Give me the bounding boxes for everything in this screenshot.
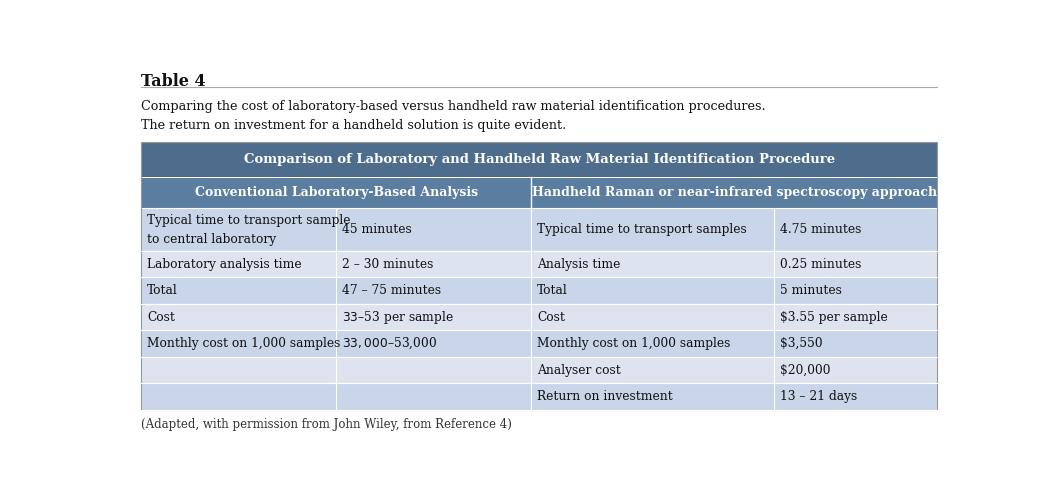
Text: (Adapted, with permission from John Wiley, from Reference 4): (Adapted, with permission from John Wile…: [141, 418, 512, 431]
Bar: [141, 208, 937, 251]
Text: Comparison of Laboratory and Handheld Raw Material Identification Procedure: Comparison of Laboratory and Handheld Ra…: [244, 153, 834, 166]
Bar: [141, 251, 937, 277]
Text: Monthly cost on 1,000 samples: Monthly cost on 1,000 samples: [147, 337, 341, 350]
Text: $3.55 per sample: $3.55 per sample: [780, 311, 887, 324]
Text: 5 minutes: 5 minutes: [780, 284, 842, 297]
Text: Total: Total: [147, 284, 178, 297]
Text: The return on investment for a handheld solution is quite evident.: The return on investment for a handheld …: [141, 119, 567, 132]
Bar: [531, 176, 937, 208]
Text: Laboratory analysis time: Laboratory analysis time: [147, 258, 302, 271]
Text: Monthly cost on 1,000 samples: Monthly cost on 1,000 samples: [537, 337, 730, 350]
Text: $33,000 – $53,000: $33,000 – $53,000: [342, 336, 438, 351]
Text: $3,550: $3,550: [780, 337, 823, 350]
Bar: [141, 304, 937, 331]
Text: Typical time to transport sample: Typical time to transport sample: [147, 214, 350, 227]
Text: 4.75 minutes: 4.75 minutes: [780, 223, 861, 236]
Text: 47 – 75 minutes: 47 – 75 minutes: [342, 284, 441, 297]
Bar: [141, 142, 937, 176]
Text: Comparing the cost of laboratory-based versus handheld raw material identificati: Comparing the cost of laboratory-based v…: [141, 100, 766, 113]
Bar: [141, 357, 937, 383]
Bar: [141, 383, 937, 410]
Text: Table 4: Table 4: [141, 73, 206, 90]
Text: 13 – 21 days: 13 – 21 days: [780, 390, 856, 403]
Text: 2 – 30 minutes: 2 – 30 minutes: [342, 258, 433, 271]
Text: Return on investment: Return on investment: [537, 390, 672, 403]
Text: Conventional Laboratory-Based Analysis: Conventional Laboratory-Based Analysis: [195, 186, 478, 199]
Bar: [141, 176, 531, 208]
Text: 0.25 minutes: 0.25 minutes: [780, 258, 861, 271]
Text: Typical time to transport samples: Typical time to transport samples: [537, 223, 747, 236]
Text: 45 minutes: 45 minutes: [342, 223, 411, 236]
Text: Total: Total: [537, 284, 568, 297]
Text: Handheld Raman or near-infrared spectroscopy approach: Handheld Raman or near-infrared spectros…: [531, 186, 936, 199]
Text: $33 – $53 per sample: $33 – $53 per sample: [342, 309, 453, 326]
Text: Analysis time: Analysis time: [537, 258, 621, 271]
Text: $20,000: $20,000: [780, 364, 830, 377]
Text: Cost: Cost: [537, 311, 565, 324]
Bar: [141, 142, 937, 410]
Bar: [141, 277, 937, 304]
Text: Analyser cost: Analyser cost: [537, 364, 621, 377]
Bar: [141, 331, 937, 357]
Text: to central laboratory: to central laboratory: [147, 233, 276, 246]
Text: Cost: Cost: [147, 311, 175, 324]
